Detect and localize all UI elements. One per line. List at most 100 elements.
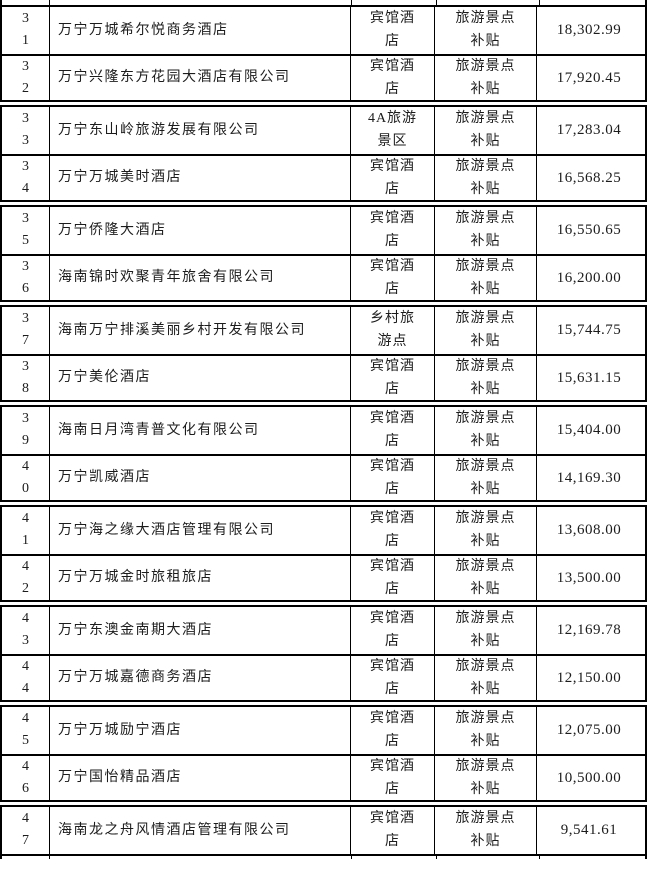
company-name-cell-text: 万宁东山岭旅游发展有限公司: [58, 122, 260, 138]
company-name-cell: 万宁美伦酒店: [49, 355, 350, 400]
category-cell: 宾馆酒店: [350, 555, 434, 600]
row-number-cell-text: 4: [22, 180, 29, 196]
subsidy-type-cell-text: 补贴: [470, 181, 501, 197]
company-name-cell: 万宁万城励宁酒店: [49, 707, 350, 754]
category-cell: 宾馆酒店: [350, 707, 434, 754]
column-rule-stub: [49, 855, 50, 859]
subsidy-type-cell-text: 旅游景点: [455, 658, 516, 674]
category-cell-text: 4A旅游: [367, 111, 418, 127]
category-cell-text: 宾馆酒: [370, 158, 415, 174]
category-cell-text: 店: [385, 434, 400, 450]
subsidy-type-cell-text: 旅游景点: [455, 211, 516, 227]
company-name-cell-text: 万宁兴隆东方花园大酒店有限公司: [58, 70, 291, 86]
column-rule-stub: [0, 855, 2, 859]
row-number-cell-text: 6: [22, 280, 29, 296]
amount-cell-text: 16,568.25: [556, 169, 622, 186]
row-number-cell-text: 7: [22, 833, 29, 849]
subsidy-type-cell-text: 补贴: [470, 634, 501, 650]
amount-cell: 15,631.15: [536, 355, 641, 400]
category-cell-text: 宾馆酒: [370, 211, 415, 227]
company-name-cell: 海南锦时欢聚青年旅舍有限公司: [49, 255, 350, 300]
company-name-cell-text: 海南万宁排溪美丽乡村开发有限公司: [58, 322, 306, 338]
table-segment: 4 5 万宁万城励宁酒店 宾馆酒店旅游景点 补贴 12,075.00 4 6 万宁国怡精品酒店宾…: [0, 705, 647, 802]
company-name-cell-text: 万宁侨隆大酒店: [58, 222, 167, 238]
company-name-cell-text: 万宁美伦酒店: [58, 370, 151, 386]
amount-cell-text: 13,608.00: [556, 522, 622, 539]
subsidy-type-cell-text: 补贴: [470, 434, 501, 450]
category-cell-text: 店: [385, 681, 400, 697]
table-segment: 3 9 海南日月湾青普文化有限公司 宾馆酒店旅游景点 补贴 15,404.00 4 0 万宁凯威…: [0, 405, 647, 502]
row-number-cell-text: 3: [22, 133, 29, 149]
amount-cell: 17,920.45: [536, 55, 641, 100]
category-cell-text: 景区: [377, 134, 408, 150]
row-number-cell-text: 4: [22, 611, 29, 627]
amount-cell: 16,550.65: [536, 207, 641, 254]
amount-cell: 15,404.00: [536, 407, 641, 454]
subsidy-type-cell-text: 补贴: [470, 581, 501, 597]
row-number-cell-text: 6: [22, 780, 29, 796]
category-cell-text: 宾馆酒: [370, 58, 415, 74]
subsidy-type-cell-text: 旅游景点: [455, 458, 516, 474]
column-rule-stub: [436, 0, 437, 5]
category-cell-text: 宾馆酒: [370, 658, 415, 674]
subsidy-type-cell: 旅游景点 补贴: [434, 307, 536, 354]
table-row: 3 8 万宁美伦酒店 宾馆酒店旅游景点 补贴 15,631.15: [2, 353, 645, 401]
category-cell: 宾馆酒店: [350, 455, 434, 500]
subsidy-type-cell-text: 旅游景点: [455, 811, 516, 827]
subsidy-type-cell-text: 旅游景点: [455, 11, 516, 27]
category-cell-text: 店: [385, 481, 400, 497]
table-segment: 4 1 万宁海之缘大酒店管理有限公司 宾馆酒店旅游景点 补贴 13,608.00 4 2 万宁万…: [0, 505, 647, 602]
subsidy-type-cell-text: 旅游景点: [455, 611, 516, 627]
category-cell-text: 宾馆酒: [370, 611, 415, 627]
company-name-cell-text: 万宁万城美时酒店: [58, 170, 182, 186]
table-segment: 4 3 万宁东澳金南期大酒店 宾馆酒店旅游景点 补贴 12,169.78 4 4 万宁万城嘉德商…: [0, 605, 647, 702]
row-number-cell-text: 5: [22, 233, 29, 249]
table-row: 4 1 万宁海之缘大酒店管理有限公司 宾馆酒店旅游景点 补贴 13,608.00: [2, 507, 645, 554]
amount-cell: 17,283.04: [536, 107, 641, 154]
category-cell-text: 宾馆酒: [370, 558, 415, 574]
amount-cell: 12,150.00: [536, 655, 641, 700]
subsidy-type-cell-text: 旅游景点: [455, 711, 516, 727]
subsidy-type-cell: 旅游景点 补贴: [434, 55, 536, 100]
table-row: 3 4 万宁万城美时酒店 宾馆酒店旅游景点 补贴 16,568.25: [2, 153, 645, 200]
subsidy-type-cell-text: 补贴: [470, 781, 501, 797]
category-cell: 宾馆酒店: [350, 55, 434, 100]
category-cell-text: 店: [385, 834, 400, 850]
table-row: 4 2 万宁万城金时旅租旅店 宾馆酒店旅游景点 补贴 13,500.00: [2, 553, 645, 600]
row-number-cell-text: 3: [22, 633, 29, 649]
category-cell-text: 宾馆酒: [370, 411, 415, 427]
subsidy-type-cell-text: 旅游景点: [455, 758, 516, 774]
row-number-cell-text: 4: [22, 811, 29, 827]
amount-cell-text: 12,169.78: [556, 622, 622, 639]
table-segment: 4 7 海南龙之舟风情酒店管理有限公司 宾馆酒店 旅游景点补贴 9,541.61: [0, 805, 647, 856]
company-name-cell: 万宁海之缘大酒店管理有限公司: [49, 507, 350, 554]
subsidy-type-cell-text: 补贴: [470, 681, 501, 697]
table-segment: 3 3 万宁东山岭旅游发展有限公司 4A旅游 景区 旅游景点 补贴 17,283.04 3 4 万宁…: [0, 105, 647, 202]
category-cell-text: 宾馆酒: [370, 811, 415, 827]
category-cell-text: 宾馆酒: [370, 458, 415, 474]
subsidy-type-cell: 旅游景点 补贴: [434, 755, 536, 800]
amount-cell: 16,200.00: [536, 255, 641, 300]
column-rule-stub: [0, 0, 2, 5]
row-number-cell-text: 3: [22, 311, 29, 327]
category-cell-text: 店: [385, 534, 400, 550]
row-number-cell-text: 1: [22, 33, 29, 49]
company-name-cell-text: 万宁国怡精品酒店: [58, 770, 182, 786]
table-row: 4 5 万宁万城励宁酒店 宾馆酒店旅游景点 补贴 12,075.00: [2, 707, 645, 754]
company-name-cell: 万宁侨隆大酒店: [49, 207, 350, 254]
category-cell: 宾馆酒店: [350, 207, 434, 254]
amount-cell: 15,744.75: [536, 307, 641, 354]
amount-cell-text: 12,150.00: [556, 669, 622, 686]
company-name-cell-text: 海南龙之舟风情酒店管理有限公司: [58, 822, 291, 838]
subsidy-type-cell-text: 补贴: [470, 834, 501, 850]
amount-cell: 9,541.61: [536, 807, 641, 854]
amount-cell-text: 16,550.65: [556, 222, 622, 239]
table-row: 4 7 海南龙之舟风情酒店管理有限公司 宾馆酒店 旅游景点补贴 9,541.61: [2, 807, 645, 854]
category-cell-text: 店: [385, 81, 400, 97]
subsidy-type-cell: 旅游景点 补贴: [434, 507, 536, 554]
